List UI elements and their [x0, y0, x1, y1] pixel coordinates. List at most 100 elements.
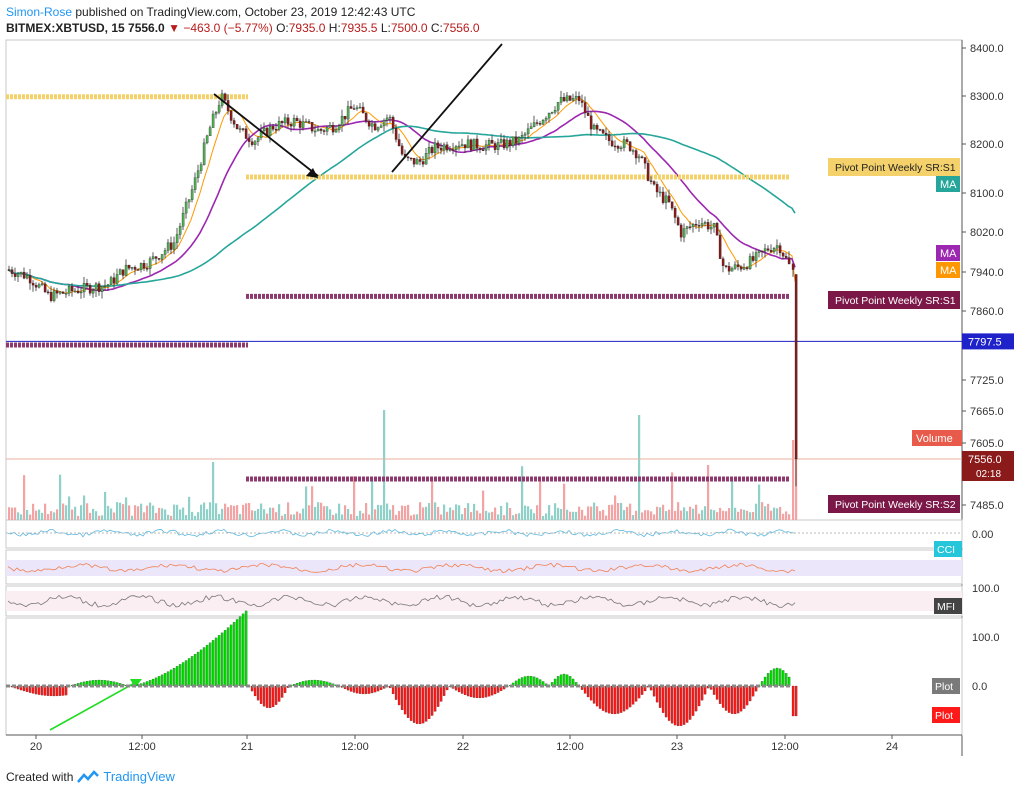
histogram-bar-78	[241, 613, 245, 687]
volume-bar-218	[662, 504, 665, 520]
ohlc-close-key: C:	[430, 21, 443, 35]
candle-body-186	[565, 95, 569, 102]
volume-bar-120	[368, 514, 371, 520]
symbol-label[interactable]: BITMEX:XBTUSD, 15	[6, 21, 125, 35]
volume-bar-115	[353, 476, 356, 520]
volume-bar-23	[77, 515, 80, 520]
histogram-bar-84	[259, 685, 263, 704]
volume-bar-188	[572, 511, 575, 520]
candle-body-174	[529, 126, 533, 129]
volume-bar-58	[182, 507, 185, 520]
candle-body-8	[31, 282, 35, 286]
volume-bar-202	[614, 495, 617, 520]
histogram-bar-240	[727, 685, 731, 713]
down-arrow-icon: ▼	[168, 21, 180, 35]
volume-bar-42	[134, 505, 137, 520]
volume-bar-92	[284, 513, 287, 520]
volume-bar-162	[494, 507, 497, 520]
volume-bar-4	[20, 514, 23, 520]
histogram-bar-201	[610, 685, 614, 714]
histogram-bar-144	[439, 685, 443, 702]
candle-body-262	[794, 274, 798, 460]
volume-bar-45	[143, 512, 146, 520]
candle-body-159	[484, 144, 488, 151]
histogram-bar-69	[214, 637, 218, 687]
candle-body-227	[688, 226, 692, 228]
volume-bar-48	[152, 505, 155, 520]
mfi-line	[7, 594, 796, 608]
volume-bar-123	[377, 504, 380, 520]
volume-bar-212	[644, 510, 647, 520]
volume-bar-27	[89, 512, 92, 520]
volume-bar-49	[155, 512, 158, 520]
candle-body-35	[112, 277, 116, 284]
candle-body-213	[646, 163, 650, 181]
volume-bar-168	[512, 515, 515, 520]
volume-bar-110	[338, 503, 341, 520]
overlay-tag-2: MA	[940, 265, 957, 277]
candle-body-32	[103, 285, 107, 287]
volume-bar-76	[236, 505, 239, 520]
volume-bar-113	[347, 509, 350, 520]
candle-body-78	[241, 128, 245, 130]
candle-body-155	[472, 138, 476, 151]
candle-body-190	[577, 95, 581, 101]
candle-body-80	[247, 138, 251, 142]
histogram-bar-71	[220, 632, 224, 687]
candle-body-96	[295, 118, 299, 122]
histogram-bar-255	[772, 668, 776, 687]
histogram-bar-204	[619, 685, 623, 713]
author-name[interactable]: Simon-Rose	[6, 5, 73, 19]
volume-bar-260	[788, 514, 791, 520]
histogram-bar-223	[676, 685, 680, 727]
histogram-bar-218	[661, 685, 665, 713]
ohlc-open-value: 7935.0	[288, 21, 326, 35]
candle-body-40	[127, 264, 131, 269]
candle-body-34	[109, 277, 113, 285]
candle-body-146	[445, 144, 449, 151]
candle-body-14	[49, 292, 53, 301]
volume-bar-209	[635, 510, 638, 520]
candle-body-152	[463, 144, 467, 149]
volume-bar-19	[65, 505, 68, 520]
candle-body-63	[196, 170, 200, 178]
volume-bar-217	[659, 507, 662, 520]
volume-bar-151	[461, 514, 464, 520]
candle-body-62	[193, 177, 197, 190]
price-change: −463.0 (−5.77%)	[183, 21, 273, 35]
candle-body-187	[568, 95, 572, 101]
candle-body-253	[766, 248, 770, 251]
volume-bar-193	[587, 506, 590, 520]
histogram-bar-207	[628, 685, 632, 708]
candle-body-143	[436, 142, 440, 149]
volume-bar-140	[428, 503, 431, 520]
price-axis-label-8: 7665.0	[970, 406, 1004, 418]
candle-body-11	[40, 283, 44, 286]
price-axis-label-4: 8020.0	[970, 227, 1004, 239]
candle-body-160	[487, 139, 491, 145]
indicator-tag-bg-0	[934, 541, 962, 557]
volume-bar-73	[227, 507, 230, 520]
volume-bar-198	[602, 509, 605, 520]
volume-bar-114	[350, 514, 353, 520]
candle-body-108	[331, 125, 335, 133]
volume-bar-213	[647, 510, 650, 520]
candle-body-100	[307, 121, 311, 123]
candle-body-115	[352, 108, 356, 110]
histogram-bar-159	[484, 685, 488, 698]
volume-bar-214	[650, 511, 653, 520]
candle-body-31	[100, 285, 104, 292]
histogram-bar-247	[748, 685, 752, 702]
histogram-bar-139	[424, 685, 428, 722]
ohlc-high-value: 7935.5	[340, 21, 378, 35]
candle-body-15	[52, 290, 56, 301]
histogram-bar-141	[430, 685, 434, 716]
tradingview-brand[interactable]: TradingView	[103, 769, 175, 784]
price-axis-label-6: 7860.0	[970, 306, 1004, 318]
volume-bar-26	[86, 503, 89, 520]
candle-body-148	[451, 149, 455, 151]
candle-body-122	[373, 123, 377, 131]
histogram-bar-89	[274, 685, 278, 705]
volume-bar-70	[218, 513, 221, 520]
